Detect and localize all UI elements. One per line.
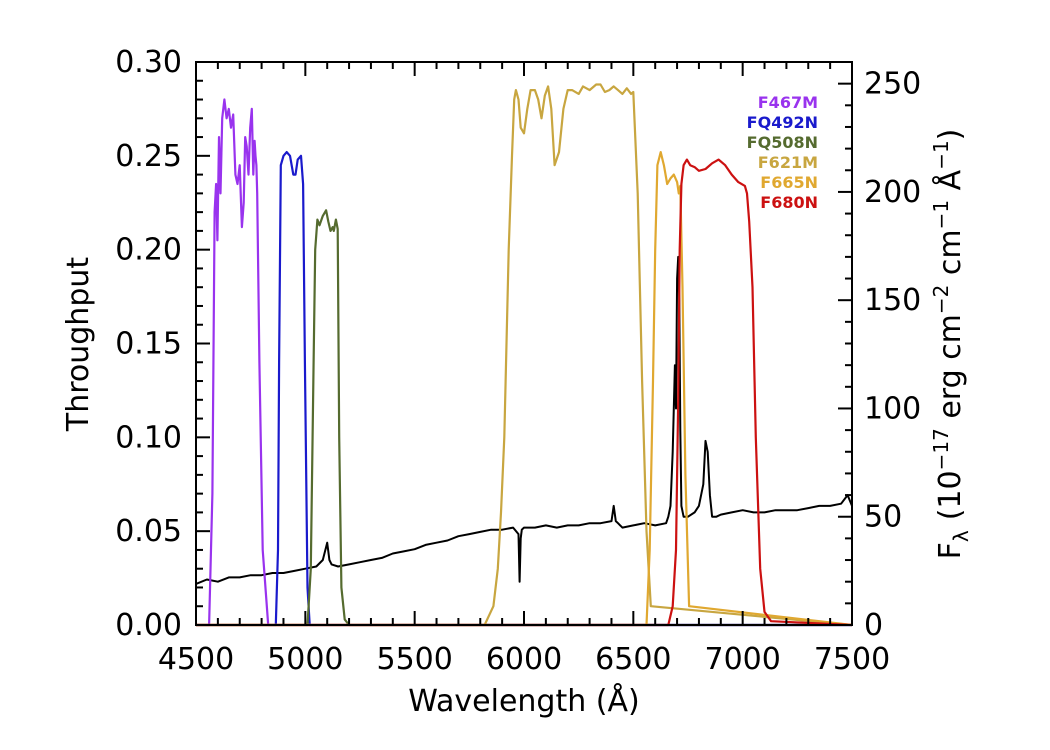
tick-labels: 4500 5000 5500 6000 6500 7000 7500 0.00 0.05 0.10… bbox=[115, 45, 921, 677]
y2-tick-label: 200 bbox=[864, 175, 921, 210]
spectrum-line bbox=[195, 255, 853, 585]
x-tick-label: 7000 bbox=[704, 642, 780, 677]
y2-tick-label: 0 bbox=[864, 608, 883, 643]
y2-tick-label: 50 bbox=[864, 500, 902, 535]
y2-tick-label: 100 bbox=[864, 391, 921, 426]
legend-label-fq508n: FQ508N bbox=[747, 133, 818, 152]
x-axis-title: Wavelength (Å) bbox=[408, 683, 639, 719]
unit-open: (10 bbox=[933, 470, 968, 520]
x-tick-label: 6500 bbox=[595, 642, 671, 677]
right-axis-title: Fλ(10−17 erg cm−2 cm−1 Å−1) bbox=[929, 129, 973, 560]
filter-curve-f467m bbox=[196, 98, 852, 627]
y-tick-label: 0.05 bbox=[115, 514, 182, 549]
unit-mid-1: erg cm bbox=[933, 314, 968, 428]
y-tick-label: 0.15 bbox=[115, 327, 182, 362]
unit-mid-2: cm bbox=[933, 229, 968, 284]
unit-exp-3: −1 bbox=[929, 200, 953, 229]
x-tick-label: 6000 bbox=[486, 642, 562, 677]
x-tick-label: 7500 bbox=[814, 642, 890, 677]
y-tick-label: 0.00 bbox=[115, 608, 182, 643]
unit-exp-1: −17 bbox=[929, 428, 953, 470]
legend-label-f680n: F680N bbox=[760, 193, 818, 212]
unit-close: ) bbox=[933, 129, 968, 141]
filter-curve-f621m bbox=[196, 83, 853, 627]
unit-exp-4: −1 bbox=[929, 140, 953, 169]
legend-label-f621m: F621M bbox=[758, 153, 818, 172]
y-tick-label: 0.30 bbox=[115, 45, 182, 80]
filter-curve-fq492n bbox=[196, 151, 852, 627]
y2-tick-label: 150 bbox=[864, 283, 921, 318]
filter-curve-f665n bbox=[196, 151, 853, 627]
y-axis-title: Throughput bbox=[61, 257, 96, 432]
legend-label-fq492n: FQ492N bbox=[747, 113, 818, 132]
flux-symbol: F bbox=[933, 542, 968, 559]
legend-label-f665n: F665N bbox=[760, 173, 818, 192]
filter-curve-fq508n bbox=[196, 209, 852, 627]
x-tick-label: 4500 bbox=[158, 642, 234, 677]
plot-lines bbox=[195, 83, 853, 627]
unit-mid-3: Å bbox=[932, 169, 968, 200]
flux-subscript: λ bbox=[949, 530, 973, 542]
y2-tick-label: 250 bbox=[864, 67, 921, 102]
legend-label-f467m: F467M bbox=[758, 93, 818, 112]
filter-curve-f680n bbox=[196, 158, 853, 627]
y-tick-label: 0.20 bbox=[115, 233, 182, 268]
y-tick-label: 0.25 bbox=[115, 139, 182, 174]
y-tick-label: 0.10 bbox=[115, 420, 182, 455]
x-tick-label: 5500 bbox=[376, 642, 452, 677]
unit-exp-2: −2 bbox=[929, 285, 953, 314]
x-tick-label: 5000 bbox=[267, 642, 343, 677]
ticks bbox=[195, 61, 853, 626]
